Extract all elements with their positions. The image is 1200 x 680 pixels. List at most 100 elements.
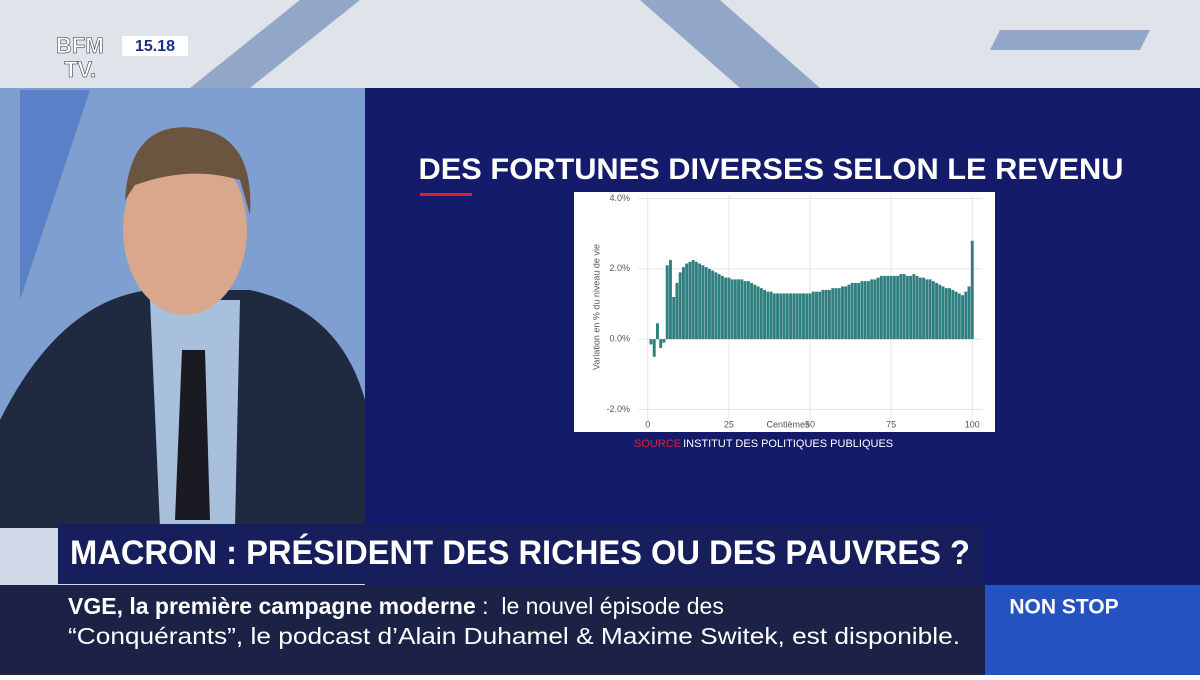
badge: NON STOP — [1009, 596, 1118, 619]
presenter-face — [123, 145, 247, 315]
bar — [707, 268, 711, 340]
bar — [724, 277, 728, 340]
banner — [58, 524, 983, 584]
bar — [873, 279, 877, 340]
y-tick-label: 4.0% — [609, 193, 630, 203]
time: 15.18 — [135, 38, 175, 55]
bar — [912, 274, 916, 340]
x-axis-label: Centièmes — [766, 419, 810, 429]
bar — [802, 293, 805, 340]
bar — [727, 277, 731, 340]
bar — [886, 275, 890, 340]
bar — [844, 286, 848, 340]
bar — [681, 267, 685, 340]
bar — [857, 282, 861, 340]
bar — [889, 275, 893, 340]
bar — [837, 288, 841, 340]
bar — [662, 339, 666, 343]
bar — [954, 291, 958, 340]
bar — [750, 282, 754, 340]
bar — [678, 272, 682, 340]
source: SOURCE INSTITUT DES POLITIQUES PUBLIQUES — [634, 438, 893, 450]
presenter-hair — [125, 127, 251, 215]
bar — [720, 275, 724, 340]
bar — [964, 291, 968, 340]
bar — [970, 240, 974, 340]
y-tick-label: -2.0% — [606, 404, 630, 414]
bar — [850, 282, 854, 340]
x-tick-label: 100 — [965, 419, 980, 429]
bar — [763, 289, 767, 340]
bar — [853, 282, 857, 340]
bar — [782, 293, 786, 340]
bar — [711, 270, 715, 340]
y-axis-label: Variation en % du niveau de vie — [591, 244, 601, 370]
bar — [931, 281, 935, 340]
headline: MACRON : PRÉSIDENT DES RICHES OU DES PAU… — [70, 534, 970, 572]
bar — [746, 281, 750, 340]
bar — [824, 289, 828, 340]
bar — [795, 293, 799, 340]
bar — [656, 323, 659, 340]
bar — [753, 284, 757, 340]
bar — [759, 288, 763, 340]
bar — [928, 279, 932, 340]
bar — [948, 288, 952, 340]
x-tick-label: 25 — [724, 419, 734, 429]
bar — [938, 284, 942, 340]
bar — [866, 281, 870, 340]
time-box — [122, 36, 188, 56]
logo-top: BFM — [56, 33, 104, 58]
source-text: INSTITUT DES POLITIQUES PUBLIQUES — [683, 438, 893, 450]
bar — [896, 275, 900, 340]
bar — [701, 265, 705, 340]
plot: -2.0% 0.0% 2.0% 4.0% 0 25 50 75 100 — [606, 193, 982, 429]
bar — [892, 275, 896, 340]
bar — [840, 286, 844, 340]
badge-box — [985, 585, 1200, 675]
bar — [649, 339, 653, 345]
bar — [717, 274, 721, 340]
bar — [672, 296, 676, 340]
bar — [675, 282, 679, 340]
ticker-lead: VGE, la première campagne moderne — [68, 593, 476, 619]
bar — [776, 293, 780, 340]
bar — [769, 291, 773, 340]
chart-title: DES FORTUNES DIVERSES SELON LE REVENU — [419, 153, 1124, 186]
bar — [789, 293, 792, 340]
bar — [922, 277, 926, 340]
bar — [772, 293, 776, 340]
bar — [756, 286, 760, 340]
bar — [730, 279, 734, 340]
bar — [714, 272, 718, 340]
title-underline — [420, 193, 472, 196]
bar — [733, 279, 737, 340]
bar — [909, 275, 913, 340]
ticker-line-2: “Conquérants”, le podcast d’Alain Duhame… — [68, 623, 960, 649]
bar — [688, 261, 692, 340]
bar — [815, 291, 818, 340]
bar — [957, 293, 961, 340]
x-tick-label: 50 — [805, 419, 815, 429]
bar — [847, 284, 851, 340]
bar — [915, 275, 919, 340]
bar — [694, 261, 698, 340]
bar — [811, 291, 815, 340]
bar — [652, 339, 656, 357]
bar — [918, 277, 922, 340]
bar — [879, 275, 883, 340]
bar — [737, 279, 741, 340]
bar — [967, 286, 971, 340]
bar — [698, 263, 702, 340]
bar — [785, 293, 789, 340]
bar — [899, 274, 903, 340]
bar — [743, 281, 747, 340]
bar — [941, 286, 945, 340]
bar — [659, 339, 663, 348]
ticker-text: : le nouvel épisode des — [476, 593, 724, 619]
bar — [665, 265, 669, 340]
bar — [961, 295, 964, 340]
bar — [740, 279, 744, 340]
y-tick-label: 2.0% — [609, 263, 630, 273]
bar — [805, 293, 809, 340]
